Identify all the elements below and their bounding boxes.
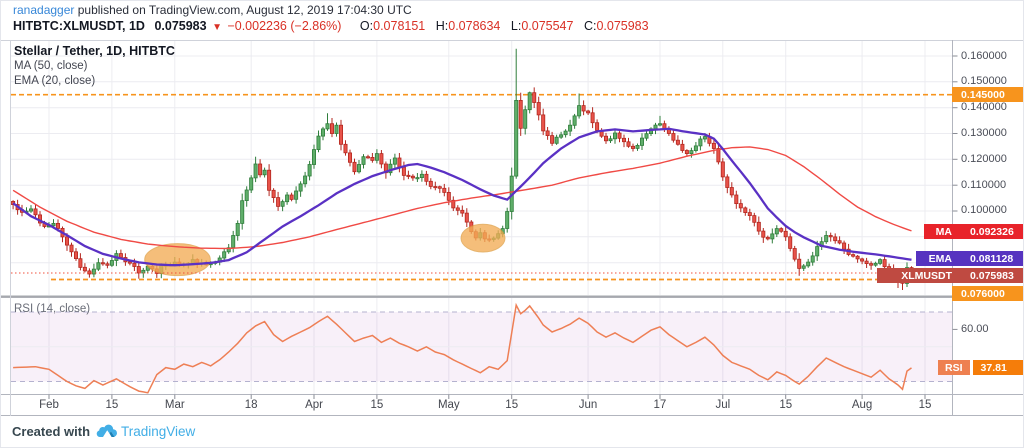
tradingview-brand[interactable]: TradingView xyxy=(121,424,196,439)
open-value: 0.078151 xyxy=(373,19,426,33)
rsi-value-badge: RSI 37.81 xyxy=(938,360,1024,375)
lower-level-badge: 0.076000 xyxy=(952,286,1024,301)
time-axis-label: May xyxy=(437,399,460,411)
ticker-line: HITBTC:XLMUSDT, 1D 0.075983 ▼ −0.002236 … xyxy=(13,19,649,33)
ma-value-badge: MA 0.092326 xyxy=(924,224,1024,239)
close-label: C: xyxy=(583,19,597,33)
time-axis-label: 18 xyxy=(244,399,258,411)
time-axis-label: 15 xyxy=(370,399,384,411)
chart-legend-title[interactable]: Stellar / Tether, 1D, HITBTC xyxy=(14,44,175,58)
chart-plot-area[interactable] xyxy=(0,40,1024,416)
byline-text: published on TradingView.com, August 12,… xyxy=(74,3,412,17)
price-axis-label: 0.110000 xyxy=(961,178,1007,191)
created-with-label: Created with xyxy=(12,424,91,439)
ema-value-badge: EMA 0.081128 xyxy=(916,251,1024,266)
price-axis-label: 0.160000 xyxy=(961,49,1007,62)
time-axis-label: Mar xyxy=(164,399,185,411)
price-change: −0.002236 (−2.86%) xyxy=(227,19,342,33)
symbol-price-badge: XLMUSDT 0.075983 xyxy=(877,268,1024,283)
time-axis-label: 15 xyxy=(105,399,119,411)
ohlc-readout: O:0.078151 H:0.078634 L:0.075547 C:0.075… xyxy=(353,19,649,33)
author-link[interactable]: ranadagger xyxy=(13,3,75,17)
price-axis-label: 0.150000 xyxy=(961,75,1007,88)
rsi-axis-label: 60.00 xyxy=(961,322,989,335)
price-axis-label: 0.100000 xyxy=(961,204,1007,217)
time-axis-label: 17 xyxy=(653,399,667,411)
price-axis-label: 0.140000 xyxy=(961,101,1007,114)
high-value: 0.078634 xyxy=(448,19,501,33)
time-axis-label: Feb xyxy=(39,399,59,411)
price-axis-label: 0.130000 xyxy=(961,126,1007,139)
last-price: 0.075983 xyxy=(154,19,207,33)
legend-ema-indicator[interactable]: EMA (20, close) xyxy=(14,75,96,87)
high-label: H: xyxy=(435,19,449,33)
price-axis-label: 0.120000 xyxy=(961,152,1007,165)
time-axis-label: Apr xyxy=(305,399,323,411)
triangle-down-icon: ▼ xyxy=(212,22,222,33)
byline: ranadagger published on TradingView.com,… xyxy=(13,3,412,17)
time-axis-label: 15 xyxy=(505,399,519,411)
time-axis-label: 15 xyxy=(779,399,793,411)
upper-level-badge: 0.145000 xyxy=(952,87,1024,102)
time-axis-label: Jul xyxy=(715,399,731,411)
low-label: L: xyxy=(510,19,522,33)
open-label: O: xyxy=(359,19,374,33)
tradingview-cloud-icon xyxy=(96,424,118,439)
close-value: 0.075983 xyxy=(596,19,649,33)
time-axis-label: Jun xyxy=(578,399,598,411)
low-value: 0.075547 xyxy=(521,19,574,33)
legend-ma-indicator[interactable]: MA (50, close) xyxy=(14,60,88,72)
legend-rsi-indicator[interactable]: RSI (14, close) xyxy=(14,303,91,315)
attribution: Created with TradingView xyxy=(12,424,195,439)
time-axis-label: Aug xyxy=(851,399,873,411)
time-axis-label: 15 xyxy=(918,399,932,411)
symbol-title[interactable]: HITBTC:XLMUSDT, 1D xyxy=(13,19,145,33)
